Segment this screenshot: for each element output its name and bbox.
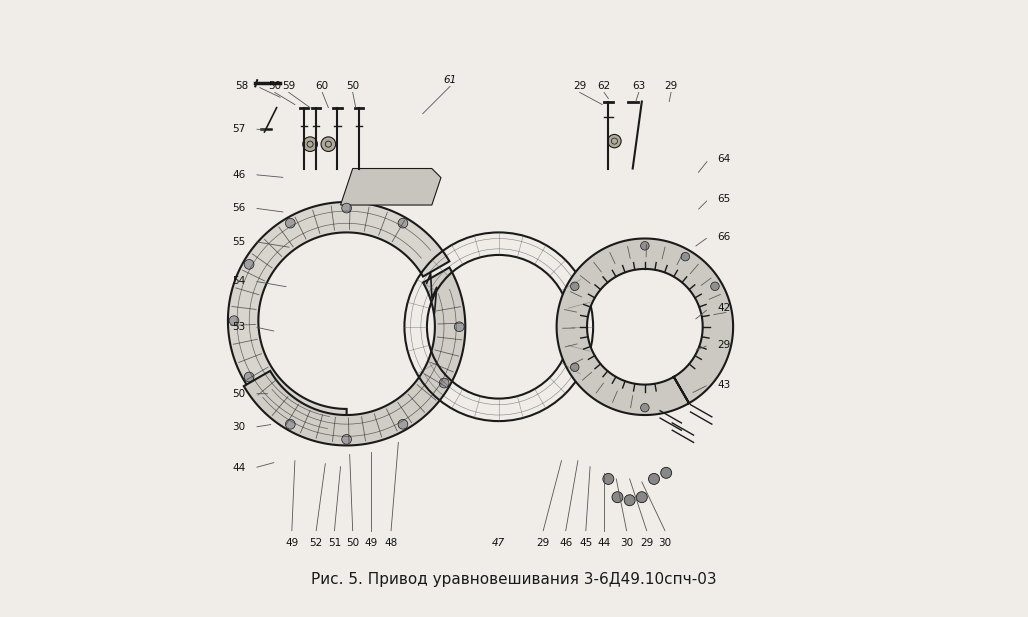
Circle shape [286, 413, 295, 423]
Text: 50: 50 [232, 389, 246, 399]
Circle shape [612, 492, 623, 503]
Text: 55: 55 [232, 236, 246, 247]
Circle shape [341, 203, 352, 213]
Circle shape [245, 372, 254, 382]
Text: 64: 64 [718, 154, 731, 164]
Text: 50: 50 [268, 81, 282, 91]
Text: 62: 62 [597, 81, 611, 91]
Text: 30: 30 [658, 538, 671, 548]
Circle shape [661, 467, 671, 478]
Text: 44: 44 [597, 538, 611, 548]
Text: 59: 59 [282, 81, 295, 91]
Text: 53: 53 [232, 321, 246, 332]
Circle shape [439, 378, 449, 388]
Text: 43: 43 [718, 379, 731, 389]
Circle shape [454, 322, 464, 331]
Circle shape [571, 282, 579, 291]
Circle shape [571, 363, 579, 371]
Circle shape [682, 252, 690, 261]
Polygon shape [244, 267, 466, 445]
Text: 42: 42 [718, 304, 731, 313]
Circle shape [624, 495, 635, 506]
Text: 63: 63 [632, 81, 646, 91]
Circle shape [636, 492, 648, 503]
Text: 56: 56 [232, 203, 246, 213]
Circle shape [303, 137, 318, 151]
Circle shape [710, 282, 720, 291]
Circle shape [321, 137, 336, 151]
Text: 66: 66 [718, 231, 731, 242]
Text: 49: 49 [364, 538, 377, 548]
Circle shape [640, 241, 649, 250]
Circle shape [245, 260, 254, 269]
Text: 30: 30 [620, 538, 633, 548]
Text: 46: 46 [232, 170, 246, 180]
Polygon shape [556, 239, 733, 415]
Text: 50: 50 [346, 81, 359, 91]
Circle shape [398, 420, 408, 429]
Text: 48: 48 [384, 538, 398, 548]
Text: 51: 51 [328, 538, 341, 548]
Circle shape [286, 420, 295, 429]
Text: 49: 49 [285, 538, 298, 548]
Text: 29: 29 [537, 538, 550, 548]
Circle shape [602, 473, 614, 484]
Circle shape [649, 473, 660, 484]
Text: 60: 60 [316, 81, 329, 91]
Text: 50: 50 [346, 538, 359, 548]
Text: 29: 29 [640, 538, 654, 548]
Text: 52: 52 [309, 538, 323, 548]
Polygon shape [228, 202, 449, 439]
Circle shape [229, 316, 238, 326]
Text: 29: 29 [574, 81, 586, 91]
Text: 57: 57 [232, 124, 246, 134]
Text: 29: 29 [718, 340, 731, 350]
Text: Рис. 5. Привод уравновешивания 3-6Д49.10спч-03: Рис. 5. Привод уравновешивания 3-6Д49.10… [311, 572, 717, 587]
Text: 29: 29 [664, 81, 677, 91]
Text: 30: 30 [232, 422, 246, 432]
Text: 65: 65 [718, 194, 731, 204]
Circle shape [608, 135, 621, 148]
Text: 47: 47 [492, 538, 506, 548]
Text: 44: 44 [232, 463, 246, 473]
Circle shape [286, 218, 295, 228]
Circle shape [341, 434, 352, 444]
Circle shape [398, 218, 408, 228]
Text: 58: 58 [235, 81, 249, 91]
Text: 46: 46 [559, 538, 573, 548]
Polygon shape [340, 168, 441, 205]
Circle shape [640, 404, 649, 412]
Text: 54: 54 [232, 276, 246, 286]
Text: 45: 45 [579, 538, 592, 548]
Text: 61: 61 [443, 75, 456, 85]
